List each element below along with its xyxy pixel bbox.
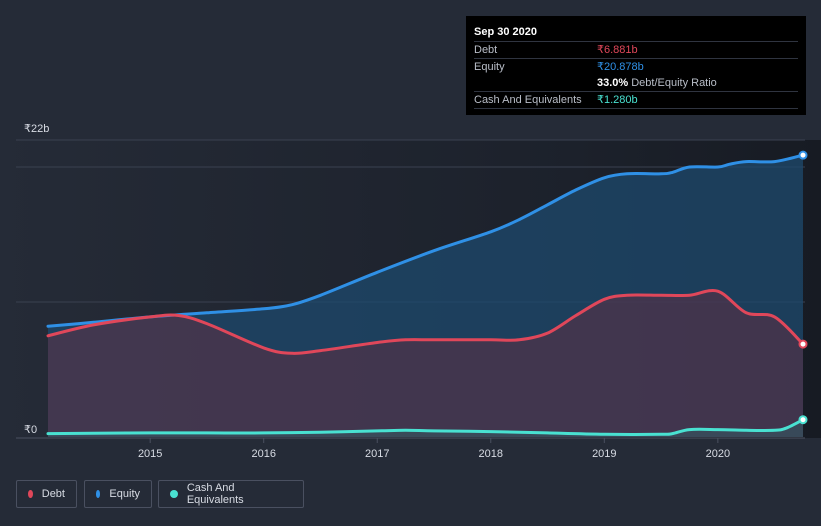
series-lines [46,153,805,436]
x-tick-label: 2020 [706,448,730,460]
legend-cash[interactable]: Cash And Equivalents [158,480,304,508]
x-tick-label: 2019 [592,448,616,460]
tooltip-equity-label: Equity [474,61,505,73]
tooltip-ratio-value: 33.0% [597,77,629,89]
cash-end-marker [798,415,808,425]
debt-end-marker [798,339,808,349]
y-tick-label: ₹22b [24,123,49,135]
tooltip-cash-label: Cash And Equivalents [474,94,582,106]
tooltip-equity-value: ₹20.878b [597,61,644,73]
x-tick-label: 2017 [365,448,389,460]
tooltip-date: Sep 30 2020 [474,26,537,38]
legend-cash-label: Cash And Equivalents [186,482,244,506]
tooltip-ratio-label: Debt/Equity Ratio [631,77,717,89]
x-tick-label: 2018 [479,448,503,460]
debt-area [48,290,803,437]
cash-line [46,418,805,436]
equity-line [46,153,805,328]
legend-debt-label: Debt [41,488,65,500]
legend-cash-dot-icon [170,490,178,498]
x-tick-label: 2015 [138,448,162,460]
tooltip-debt-label: Debt [474,44,498,56]
axes: ₹22b ₹0 2015 2016 2017 2018 2019 2020 [24,123,730,460]
tooltip-debt-value: ₹6.881b [597,44,638,56]
end-markers [798,150,808,425]
tooltip-ratio: 33.0% Debt/Equity Ratio [597,75,717,91]
debt-line [46,289,805,355]
tooltip: Sep 30 2020 Debt ₹6.881b Equity ₹20.878b… [466,16,806,115]
y-tick-label: ₹0 [24,424,37,436]
series-areas [48,155,803,437]
legend-equity-label: Equity [109,488,140,500]
legend-debt-dot-icon [28,490,33,498]
x-tick-label: 2016 [251,448,275,460]
tooltip-cash-value: ₹1.280b [597,94,638,106]
cash-area [48,419,803,437]
legend-equity-dot-icon [96,490,101,498]
legend-debt[interactable]: Debt [16,480,77,508]
equity-end-marker [798,150,808,160]
legend-equity[interactable]: Equity [84,480,152,508]
